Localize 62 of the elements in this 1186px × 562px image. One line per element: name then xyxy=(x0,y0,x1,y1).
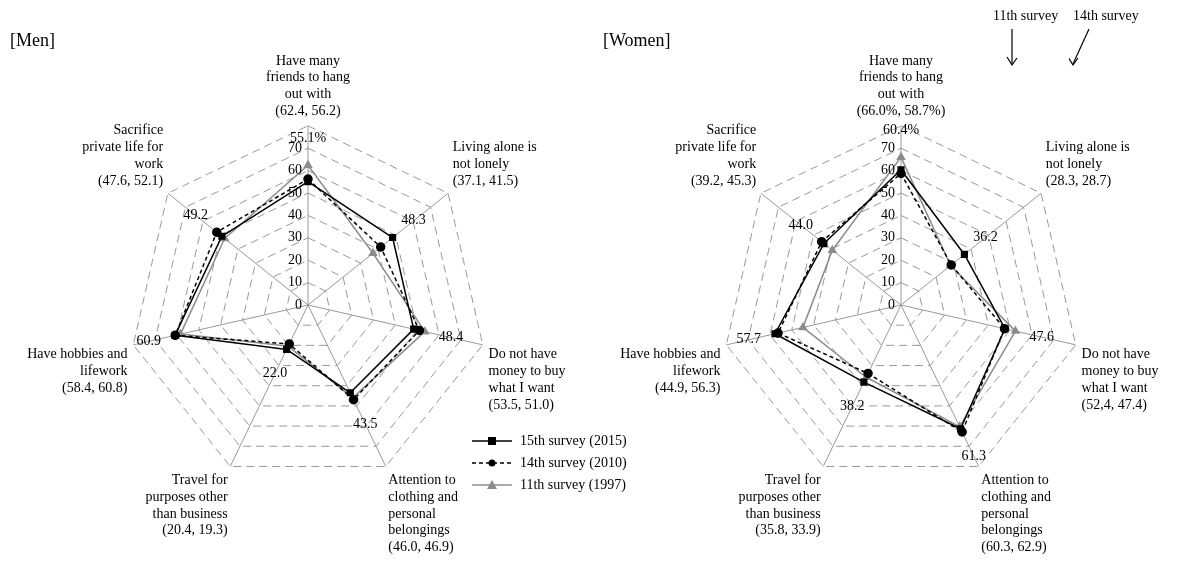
text: (46.0, 46.9) xyxy=(388,539,454,555)
data-label: 38.2 xyxy=(839,397,865,413)
spoke-label: Sacrifice private life for work xyxy=(675,122,757,171)
y-tick-label: 40 xyxy=(288,207,302,223)
text: (20.4, 19.3) xyxy=(162,522,228,538)
spoke-label: Sacrifice private life for work xyxy=(82,122,164,171)
data-label: 43.5 xyxy=(352,415,378,431)
y-tick-label: 70 xyxy=(881,139,895,155)
data-label: 61.3 xyxy=(961,447,987,463)
spoke-label: Attention to clothing and personal belongings xyxy=(388,471,458,538)
y-tick-label: 30 xyxy=(288,229,302,245)
y-tick-label: 10 xyxy=(881,274,895,290)
text: 14th survey xyxy=(1073,8,1139,24)
text: 11th survey xyxy=(993,8,1059,24)
text: (58.4, 60.8) xyxy=(62,379,128,395)
y-tick-label: 30 xyxy=(881,229,895,245)
spoke-label: Travel for purposes other than business xyxy=(738,471,821,521)
text: (60.3, 62.9) xyxy=(981,539,1047,555)
chart-title: [Men] xyxy=(10,29,55,50)
text: (39.2, 45.3) xyxy=(690,172,757,188)
data-label: 47.6 xyxy=(1029,328,1054,344)
legend-label: 11th survey (1997) xyxy=(520,477,627,493)
y-tick-label: 0 xyxy=(888,296,895,312)
legend-label: 15th survey (2015) xyxy=(520,433,627,449)
data-label: 36.2 xyxy=(973,229,998,245)
spoke-label: Have many friends to hang out with xyxy=(266,52,350,102)
legend-label: 14th survey (2010) xyxy=(520,455,627,471)
spoke-label: Do not have money to buy what I want xyxy=(1081,346,1159,395)
spoke-label: Have many friends to hang out with xyxy=(859,52,943,102)
spoke-label: Travel for purposes other than business xyxy=(145,471,228,521)
text: (62.4, 56.2) xyxy=(275,103,341,119)
text: (44.9, 56.3) xyxy=(655,379,721,395)
y-tick-label: 40 xyxy=(881,207,895,223)
y-tick-label: 60 xyxy=(288,162,302,178)
y-tick-label: 0 xyxy=(295,296,302,312)
text: (35.8, 33.9) xyxy=(755,522,821,538)
data-label: 60.4% xyxy=(882,121,920,137)
y-tick-label: 10 xyxy=(288,274,302,290)
y-tick-label: 20 xyxy=(881,251,895,267)
data-label: 48.4 xyxy=(438,329,464,345)
y-tick-label: 60 xyxy=(881,162,895,178)
y-tick-label: 50 xyxy=(881,184,895,200)
spoke-label: Living alone is not lonely xyxy=(1045,139,1130,171)
data-label: 57.7 xyxy=(736,331,762,347)
spoke-label: Have hobbies and lifework xyxy=(620,346,721,379)
data-label: 44.0 xyxy=(788,216,813,232)
spoke-label: Attention to clothing and personal belongings xyxy=(981,471,1051,538)
chart-title: [Women] xyxy=(603,29,671,50)
spoke-label: Living alone is not lonely xyxy=(452,139,537,171)
data-label: 22.0 xyxy=(262,365,288,381)
spoke-label: Have hobbies and lifework xyxy=(27,346,128,379)
data-label: 48.3 xyxy=(401,212,426,228)
text: (52,4, 47.4) xyxy=(1081,396,1147,412)
data-label: 49.2 xyxy=(183,207,208,223)
text: (47.6, 52.1) xyxy=(97,172,164,188)
data-label: 60.9 xyxy=(136,333,162,349)
text: (53.5, 51.0) xyxy=(488,396,554,412)
text: (28.3, 28.7) xyxy=(1045,172,1112,188)
spoke-label: Do not have money to buy what I want xyxy=(488,346,566,395)
text: (66.0%, 58.7%) xyxy=(856,103,946,119)
text: (37.1, 41.5) xyxy=(452,172,519,188)
y-tick-label: 20 xyxy=(288,251,302,267)
